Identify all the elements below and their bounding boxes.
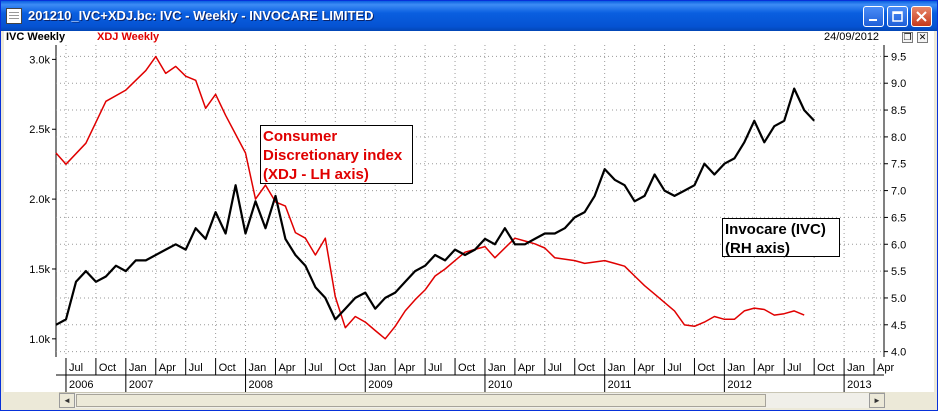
right-tick-label: 5.0 [891, 293, 906, 305]
close-icon [916, 11, 927, 22]
document-icon [6, 8, 22, 24]
close-chart-button[interactable]: ✕ [917, 32, 928, 43]
year-label: 2008 [249, 379, 273, 391]
window-title: 201210_IVC+XDJ.bc: IVC - Weekly - INVOCA… [28, 8, 374, 23]
month-label: Oct [817, 362, 834, 374]
month-label: Jul [189, 362, 203, 374]
close-button[interactable] [911, 6, 932, 27]
legend-xdj[interactable]: XDJ Weekly [97, 31, 160, 43]
ivc-annotation: Invocare (IVC) (RH axis) [722, 218, 840, 257]
right-tick-label: 9.0 [891, 78, 906, 90]
month-label: Jan [249, 362, 267, 374]
year-label: 2006 [69, 379, 93, 391]
right-tick-label: 5.5 [891, 266, 906, 278]
time-axis-canvas: Jul Oct Jan Apr Jul Oct Jan Apr Jul Oct Jan Apr Jul O… [56, 358, 894, 392]
maximize-icon [892, 11, 903, 22]
left-tick-label: 1.5k [29, 264, 50, 276]
year-label: 2010 [488, 379, 512, 391]
maximize-button[interactable] [887, 6, 908, 27]
month-label: Apr [278, 362, 295, 374]
current-date: 24/09/2012 [824, 31, 880, 43]
time-axis: Jul Oct Jan Apr Jul Oct Jan Apr Jul Oct Jan Apr Jul O… [4, 358, 934, 392]
right-tick-label: 9.5 [891, 51, 906, 63]
right-tick-label: 7.5 [891, 159, 906, 171]
month-label: Jan [368, 362, 386, 374]
month-label: Oct [458, 362, 475, 374]
month-label: Apr [518, 362, 535, 374]
year-label: 2011 [608, 379, 632, 391]
restore-button[interactable]: ❐ [902, 32, 913, 43]
month-label: Oct [697, 362, 714, 374]
series-line-xdj [55, 55, 805, 340]
right-tick-label: 4.5 [891, 320, 906, 332]
title-bar[interactable]: 201210_IVC+XDJ.bc: IVC - Weekly - INVOCA… [1, 1, 937, 31]
month-label: Apr [398, 362, 415, 374]
year-label: 2007 [129, 379, 153, 391]
chart-canvas: 1.0k 1.5k 2.0k 2.5k 3.0k 4.0 4.5 5.0 5.5 6.0 6.5 7.… [29, 45, 906, 358]
minimize-button[interactable] [863, 6, 884, 27]
month-label: Jan [608, 362, 626, 374]
month-label: Oct [338, 362, 355, 374]
year-label: 2012 [727, 379, 751, 391]
right-tick-label: 8.0 [891, 132, 906, 144]
right-tick-label: 6.0 [891, 239, 906, 251]
plot-area[interactable]: 1.0k 1.5k 2.0k 2.5k 3.0k 4.0 4.5 5.0 5.5 6.0 6.5 7.… [4, 45, 934, 358]
month-label: Jan [727, 362, 745, 374]
left-tick-label: 2.5k [29, 124, 50, 136]
horizontal-scrollbar[interactable]: ◄ ► [59, 392, 885, 408]
month-label: Jul [308, 362, 322, 374]
month-label: Apr [159, 362, 176, 374]
year-label: 2009 [368, 379, 392, 391]
month-label: Oct [99, 362, 116, 374]
series-line-ivc [55, 87, 816, 326]
month-label: Jan [129, 362, 147, 374]
month-label: Apr [877, 362, 894, 374]
right-tick-label: 4.0 [891, 347, 906, 358]
legend-ivc[interactable]: IVC Weekly [6, 31, 66, 43]
month-label: Jan [488, 362, 506, 374]
scroll-right-icon[interactable]: ► [869, 393, 885, 408]
year-label: 2013 [847, 379, 871, 391]
minimize-icon [869, 19, 877, 21]
month-label: Jul [668, 362, 682, 374]
month-label: Apr [638, 362, 655, 374]
month-label: Jul [548, 362, 562, 374]
left-tick-label: 2.0k [29, 194, 50, 206]
left-tick-label: 3.0k [29, 54, 50, 66]
xdj-annotation: Consumer Discretionary index (XDJ - LH a… [260, 125, 413, 184]
month-label: Oct [219, 362, 236, 374]
left-tick-label: 1.0k [29, 334, 50, 346]
scroll-left-icon[interactable]: ◄ [59, 393, 75, 408]
month-label: Oct [578, 362, 595, 374]
right-tick-label: 6.5 [891, 212, 906, 224]
month-label: Jul [428, 362, 442, 374]
month-label: Jul [69, 362, 83, 374]
right-tick-label: 7.0 [891, 186, 906, 198]
month-label: Apr [757, 362, 774, 374]
month-label: Jul [787, 362, 801, 374]
scroll-thumb[interactable] [76, 394, 766, 407]
series-legend-bar: IVC Weekly XDJ Weekly 24/09/2012 ❐ ✕ [4, 31, 934, 45]
right-tick-label: 8.5 [891, 105, 906, 117]
month-label: Jan [847, 362, 865, 374]
